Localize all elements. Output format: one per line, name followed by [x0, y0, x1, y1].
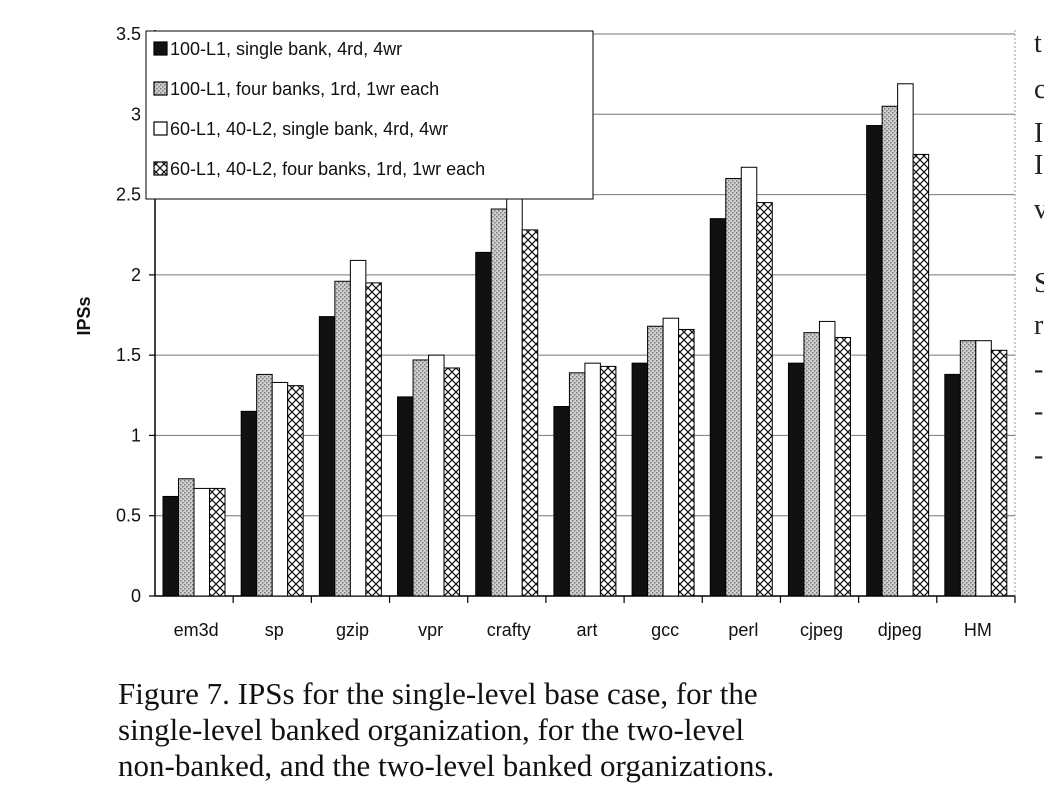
bar [881, 105, 899, 597]
caption-line: Figure 7. IPSs for the single-level base… [118, 676, 758, 711]
side-text-fragment: I [1034, 150, 1044, 181]
figure-caption: Figure 7. IPSs for the single-level base… [118, 676, 918, 784]
y-tick-label: 2 [131, 265, 141, 285]
bar [568, 372, 586, 597]
legend-label: 100-L1, four banks, 1rd, 1wr each [170, 79, 439, 99]
bar [959, 340, 977, 597]
bar [944, 373, 961, 597]
bar [803, 332, 820, 597]
side-text-fragment: v [1034, 194, 1044, 225]
bar [256, 373, 273, 597]
x-tick-label: perl [728, 620, 758, 640]
x-tick-label: sp [265, 620, 284, 640]
x-tick-label: em3d [174, 620, 219, 640]
bar [443, 367, 461, 597]
legend-label: 60-L1, 40-L2, single bank, 4rd, 4wr [170, 119, 448, 139]
bar [240, 410, 258, 597]
bar [912, 153, 930, 597]
bar [490, 208, 508, 597]
x-tick-label: djpeg [878, 620, 922, 640]
legend-swatch [153, 161, 168, 176]
bar [287, 385, 304, 597]
bar [428, 354, 445, 597]
legend-box [145, 30, 594, 200]
x-tick-label: art [576, 620, 597, 640]
x-tick-label: gcc [651, 620, 679, 640]
bar [162, 495, 179, 597]
bar [209, 487, 226, 597]
x-tick-label: cjpeg [800, 620, 843, 640]
bar [647, 325, 664, 597]
bar [553, 406, 570, 597]
y-axis-label: IPSs [74, 296, 94, 335]
y-tick-label: 1 [131, 425, 141, 445]
bar [584, 362, 601, 597]
legend-label: 100-L1, single bank, 4rd, 4wr [170, 39, 402, 59]
y-tick-label: 2.5 [116, 185, 141, 205]
bar [349, 259, 367, 597]
side-text-fragment: t [1034, 28, 1042, 59]
bar [990, 349, 1008, 597]
y-tick-label: 1.5 [116, 345, 141, 365]
bar [521, 229, 539, 597]
bar [271, 381, 289, 597]
bar [662, 317, 680, 597]
side-text-fragment: S [1034, 268, 1044, 299]
y-tick-label: 3.5 [116, 24, 141, 44]
x-tick-label: HM [964, 620, 992, 640]
bar [756, 202, 773, 597]
caption-line: non-banked, and the two-level banked org… [118, 748, 775, 783]
side-text-fragment: - [1034, 440, 1044, 471]
side-text-fragment: - [1034, 354, 1044, 385]
y-tick-label: 0 [131, 586, 141, 606]
legend-label: 60-L1, 40-L2, four banks, 1rd, 1wr each [170, 159, 485, 179]
legend-swatch [153, 121, 168, 136]
bar [599, 365, 617, 597]
bar [709, 218, 727, 597]
y-tick-labels: 0 0.5 1 1.5 2 2.5 3 3.5 [116, 24, 155, 606]
bar [725, 178, 742, 597]
bar [318, 316, 336, 597]
bar [193, 487, 210, 597]
bar [866, 125, 883, 597]
legend-swatch [153, 41, 168, 56]
legend-swatch [153, 81, 168, 96]
x-tick-label: gzip [336, 620, 369, 640]
x-tick-label: vpr [418, 620, 443, 640]
bar [334, 280, 351, 597]
bar [975, 340, 992, 597]
side-text-fragment: I [1034, 118, 1044, 149]
bar [412, 359, 430, 597]
side-text-fragment: - [1034, 396, 1044, 427]
bar [678, 328, 695, 597]
side-text-fragment: r [1034, 310, 1044, 341]
bar [365, 282, 382, 597]
bar-chart: 0 0.5 1 1.5 2 2.5 3 3.5 em3d sp gzip vpr crafty art g… [74, 24, 1016, 640]
x-category-labels: em3d sp gzip vpr crafty art gcc perl cjpeg djpeg H… [174, 596, 1016, 640]
bar [397, 396, 414, 597]
x-tick-label: crafty [487, 620, 531, 640]
bar [506, 197, 523, 597]
y-tick-label: 3 [131, 104, 141, 124]
bar [475, 251, 492, 597]
bar [818, 320, 836, 597]
bar [178, 478, 195, 597]
legend: 100-L1, single bank, 4rd, 4wr 100-L1, fou… [145, 30, 594, 200]
caption-line: single-level banked organization, for th… [118, 712, 745, 747]
bar [834, 336, 851, 597]
bar [631, 362, 649, 597]
bars [162, 83, 1008, 597]
bar [787, 362, 805, 597]
side-text-fragment: c [1034, 74, 1044, 105]
bar [897, 83, 914, 597]
bar [740, 166, 758, 597]
y-tick-label: 0.5 [116, 506, 141, 526]
